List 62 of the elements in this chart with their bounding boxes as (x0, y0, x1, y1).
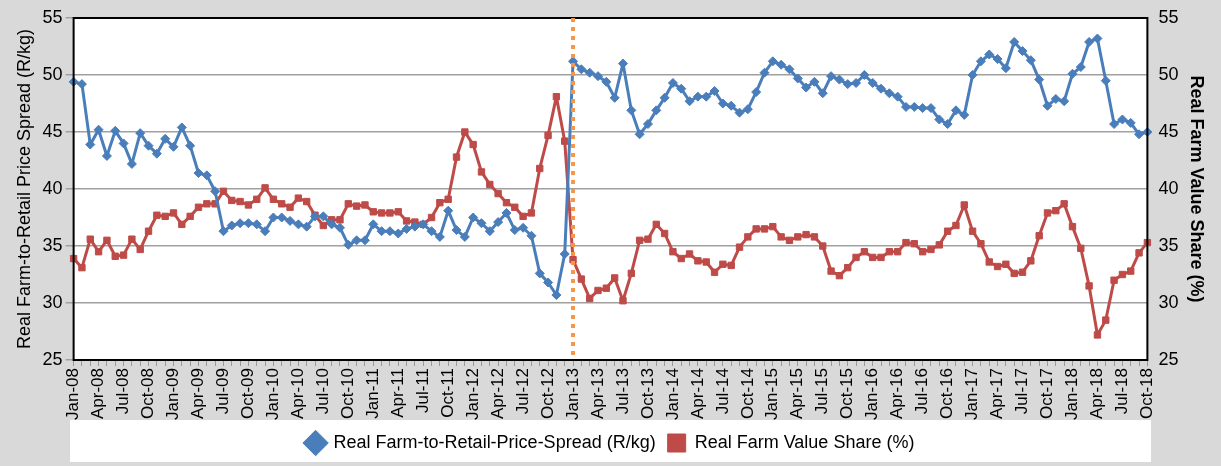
x-tick-label: Oct-10 (337, 368, 357, 420)
x-tick-label: Jan-10 (263, 368, 283, 420)
x-tick-label: Jan-14 (662, 368, 682, 420)
x-tick-label: Oct-08 (138, 368, 158, 420)
x-tick-label: Jan-17 (962, 368, 982, 420)
x-tick-label: Oct-13 (637, 368, 657, 420)
x-tick-label: Oct-16 (937, 368, 957, 420)
y-tick-label: 45 (42, 120, 63, 141)
x-tick-label: Jul-15 (812, 368, 832, 415)
x-tick-label: Jan-12 (462, 368, 482, 420)
x-tick-label: Jul-08 (113, 368, 133, 415)
y2-tick-label: 35 (1158, 234, 1179, 255)
y2-tick-label: 50 (1158, 63, 1179, 84)
y2-tick-label: 55 (1158, 6, 1179, 27)
x-tick-label: Oct-17 (1037, 368, 1057, 420)
legend-label: Real Farm Value Share (%) (694, 431, 915, 452)
x-tick-label: Jan-11 (362, 368, 382, 419)
y-tick-label: 25 (42, 348, 63, 369)
x-tick-label: Jan-15 (762, 368, 782, 420)
x-tick-label: Jul-11 (412, 368, 432, 414)
x-tick-label: Jul-14 (712, 368, 732, 415)
x-tick-label: Oct-12 (537, 368, 557, 420)
y2-tick-label: 45 (1158, 120, 1179, 141)
y-tick-label: 30 (42, 291, 63, 312)
x-tick-label: Jan-08 (63, 368, 83, 420)
x-tick-label: Apr-08 (88, 368, 108, 420)
x-tick-label: Jan-18 (1062, 368, 1082, 420)
x-tick-label: Jul-18 (1112, 368, 1132, 415)
x-tick-label: Apr-13 (587, 368, 607, 420)
x-tick-label: Jan-16 (862, 368, 882, 420)
x-tick-label: Jan-09 (163, 368, 183, 420)
x-tick-label: Jul-10 (313, 368, 333, 415)
x-tick-label: Jul-13 (612, 368, 632, 415)
y2-tick-label: 30 (1158, 291, 1179, 312)
y2-tick-label: 40 (1158, 177, 1179, 198)
y-tick-label: 50 (42, 63, 63, 84)
y-tick-label: 35 (42, 234, 63, 255)
y2-tick-label: 25 (1158, 348, 1179, 369)
x-tick-label: Jul-12 (512, 368, 532, 415)
x-tick-label: Apr-12 (487, 368, 507, 420)
x-tick-label: Apr-15 (787, 368, 807, 420)
x-tick-label: Apr-10 (288, 368, 308, 420)
y-tick-label: 40 (42, 177, 63, 198)
x-tick-label: Apr-17 (987, 368, 1007, 420)
x-tick-label: Apr-11 (387, 368, 407, 418)
x-tick-label: Apr-14 (687, 368, 707, 420)
legend-label: Real Farm-to-Retail-Price-Spread (R/kg) (333, 431, 656, 452)
x-tick-label: Jul-17 (1012, 368, 1032, 415)
x-tick-label: Apr-09 (188, 368, 208, 420)
x-tick-label: Oct-18 (1137, 368, 1157, 420)
y-axis-title: Real Farm-to-Retail Price Spread (R/kg) (13, 28, 34, 350)
y2-axis-title: Real Farm Value Share (%) (1187, 75, 1208, 303)
x-tick-label: Jan-13 (562, 368, 582, 420)
x-tick-label: Jul-09 (213, 368, 233, 415)
x-tick-label: Jul-16 (912, 368, 932, 415)
x-tick-label: Oct-11 (437, 368, 457, 418)
x-tick-label: Oct-09 (238, 368, 258, 420)
x-tick-label: Apr-16 (887, 368, 907, 420)
x-tick-label: Oct-15 (837, 368, 857, 420)
y-tick-label: 55 (42, 6, 63, 27)
x-tick-label: Oct-14 (737, 368, 757, 420)
x-tick-label: Apr-18 (1087, 368, 1107, 420)
